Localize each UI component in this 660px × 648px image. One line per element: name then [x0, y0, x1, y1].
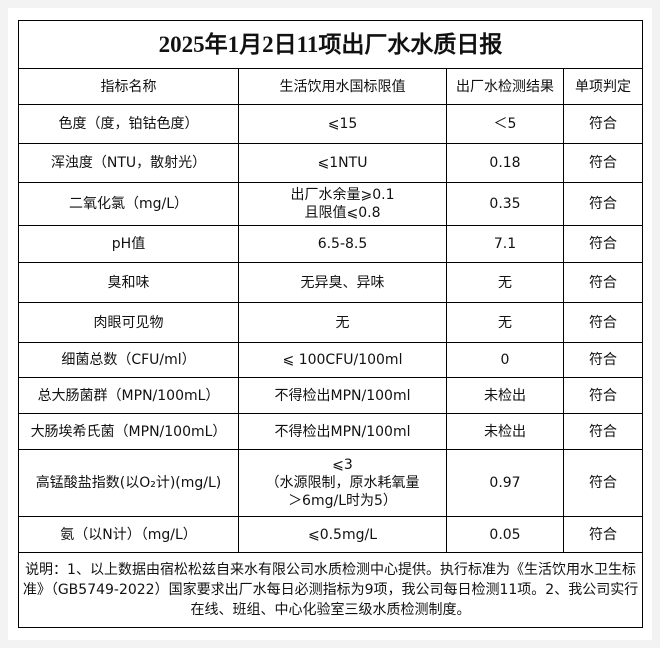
table-row: 细菌总数（CFU/ml） ⩽ 100CFU/100ml 0 符合: [18, 342, 644, 378]
table-row: pH值 6.5-8.5 7.1 符合: [18, 225, 644, 263]
table-row: 大肠埃希氏菌（MPN/100mL） 不得检出MPN/100ml 未检出 符合: [18, 413, 644, 450]
cell-name: 氨（以N计）（mg/L）: [18, 516, 239, 553]
cell-limit: ⩽ 100CFU/100ml: [238, 342, 447, 378]
cell-limit: 6.5-8.5: [238, 225, 447, 263]
cell-name: 总大肠菌群（MPN/100mL）: [18, 377, 239, 414]
table-row: 总大肠菌群（MPN/100mL） 不得检出MPN/100ml 未检出 符合: [18, 377, 644, 414]
header-result: 出厂水检测结果: [446, 68, 564, 105]
cell-name: 浑浊度（NTU，散射光）: [18, 143, 239, 183]
cell-verdict: 符合: [562, 143, 644, 183]
cell-verdict: 符合: [562, 104, 644, 144]
note-text: 说明：1、以上数据由宿松松兹自来水有限公司水质检测中心提供。执行标准为《生活饮用…: [17, 552, 644, 628]
cell-result: 未检出: [446, 377, 564, 414]
cell-verdict: 符合: [562, 377, 644, 414]
cell-result: 0.18: [446, 143, 564, 183]
cell-name: 肉眼可见物: [18, 302, 239, 343]
cell-verdict: 符合: [562, 449, 644, 517]
table-row: 肉眼可见物无无符合: [18, 302, 644, 343]
cell-result: 未检出: [446, 413, 564, 450]
cell-name: 高锰酸盐指数(以O₂计)(mg/L): [18, 449, 239, 517]
cell-limit: ⩽0.5mg/L: [238, 516, 447, 553]
cell-result: 0.05: [446, 516, 564, 553]
cell-limit: ⩽3 （水源限制，原水耗氧量 ＞6mg/L时为5）: [238, 449, 447, 517]
cell-verdict: 符合: [562, 225, 644, 263]
cell-verdict: 符合: [562, 342, 644, 378]
cell-limit: 不得检出MPN/100ml: [238, 377, 447, 414]
header-indicator: 指标名称: [18, 68, 239, 105]
cell-limit: ⩽15: [238, 104, 447, 144]
cell-limit: 出厂水余量⩾0.1 且限值⩽0.8: [238, 182, 447, 226]
cell-name: 臭和味: [18, 262, 239, 303]
cell-result: 无: [446, 262, 564, 303]
report-title: 2025年1月2日11项出厂水水质日报: [17, 20, 644, 69]
cell-name: pH值: [18, 225, 239, 263]
cell-name: 细菌总数（CFU/ml）: [18, 342, 239, 378]
cell-result: 0.97: [446, 449, 564, 517]
cell-limit: 无异臭、异味: [238, 262, 447, 303]
table-row: 浑浊度（NTU，散射光） ⩽1NTU 0.18 符合: [18, 143, 644, 183]
water-quality-table: 2025年1月2日11项出厂水水质日报 指标名称 生活饮用水国标限值 出厂水检测…: [17, 20, 644, 628]
cell-result: 7.1: [446, 225, 564, 263]
header-limit: 生活饮用水国标限值: [238, 68, 447, 105]
cell-limit: ⩽1NTU: [238, 143, 447, 183]
cell-name: 色度（度，铂钴色度）: [18, 104, 239, 144]
table-row: 色度（度，铂钴色度） ⩽15 ＜5 符合: [18, 104, 644, 144]
cell-result: 0: [446, 342, 564, 378]
table-row: 臭和味 无异臭、异味无符合: [18, 262, 644, 303]
table-row: 高锰酸盐指数(以O₂计)(mg/L) ⩽3 （水源限制，原水耗氧量 ＞6mg/L时…: [18, 449, 644, 517]
cell-verdict: 符合: [562, 413, 644, 450]
header-verdict: 单项判定: [562, 68, 644, 105]
cell-name: 大肠埃希氏菌（MPN/100mL）: [18, 413, 239, 450]
cell-limit: 不得检出MPN/100ml: [238, 413, 447, 450]
cell-verdict: 符合: [562, 182, 644, 226]
cell-name: 二氧化氯（mg/L）: [18, 182, 239, 226]
cell-verdict: 符合: [562, 262, 644, 303]
cell-verdict: 符合: [562, 302, 644, 343]
cell-limit: 无: [238, 302, 447, 343]
table-row: 二氧化氯（mg/L） 出厂水余量⩾0.1 且限值⩽0.8 0.35 符合: [18, 182, 644, 226]
table-row: 氨（以N计）（mg/L） ⩽0.5mg/L 0.05 符合: [18, 516, 644, 553]
cell-verdict: 符合: [562, 516, 644, 553]
cell-result: 无: [446, 302, 564, 343]
cell-result: ＜5: [446, 104, 564, 144]
cell-result: 0.35: [446, 182, 564, 226]
